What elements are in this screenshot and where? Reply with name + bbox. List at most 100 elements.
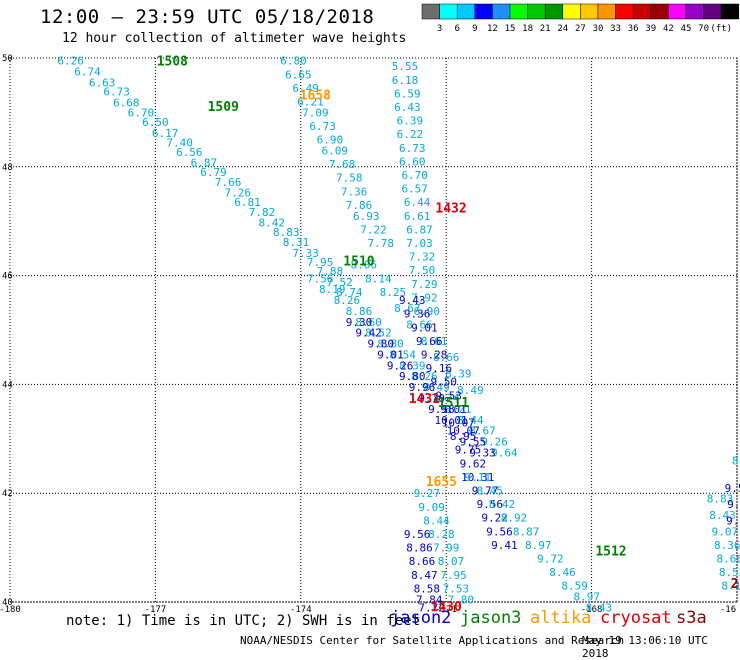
- wave-height-value: 6.39: [397, 115, 424, 128]
- wave-height-value: 9.43: [399, 294, 426, 307]
- scale-label: 39: [645, 24, 656, 34]
- wave-height-value: 9.58: [428, 403, 455, 416]
- wave-height-value: 9.56: [486, 525, 513, 538]
- wave-height-value: 8.45: [477, 484, 504, 497]
- footer-note: note: 1) Time is in UTC; 2) SWH is in fe…: [66, 613, 421, 629]
- wave-height-value: 6.87: [406, 223, 433, 236]
- wave-height-value: 9.28: [421, 348, 448, 361]
- scale-swatch: [685, 3, 704, 20]
- wave-height-value: 8.54: [389, 348, 416, 361]
- wave-height-value: 9.01: [440, 403, 467, 416]
- wave-height-value: 8.46: [549, 566, 576, 579]
- wave-height-value: 6.43: [394, 101, 421, 114]
- wave-height-value: 8.67: [469, 425, 496, 438]
- wave-height-value: 9.77: [472, 484, 499, 497]
- wave-height-value: 6.70: [401, 169, 428, 182]
- wave-height-value: 6.70: [128, 106, 155, 119]
- wave-height-value: 8.67: [394, 302, 421, 315]
- wave-height-value: 8.52: [365, 327, 392, 340]
- wave-height-value: 6.21: [297, 96, 324, 109]
- wave-height-value: 7.86: [346, 199, 373, 212]
- track-label: 1508: [157, 55, 188, 70]
- wave-height-value: 8.61: [421, 335, 448, 348]
- wave-height-value: 7.53: [443, 582, 470, 595]
- mission-jason2: jason2: [390, 608, 452, 628]
- wave-height-value: 9.41: [491, 539, 518, 552]
- wave-height-value: 6.44: [404, 196, 431, 209]
- wave-height-value: 8.25: [380, 286, 407, 299]
- wave-height-value: 7.95: [440, 569, 467, 582]
- wave-height-value: 8.83: [707, 493, 734, 506]
- mission-jason3: jason3: [460, 608, 522, 628]
- wave-height-value: 6.49: [292, 82, 319, 95]
- footer-timestamp: May 19 13:06:10 UTC 2018: [582, 634, 708, 660]
- scale-swatch: [421, 3, 440, 20]
- wave-height-value: 9.55: [460, 436, 487, 449]
- scale-label: 33: [610, 24, 621, 34]
- wave-height-value: 9.5: [725, 482, 740, 495]
- x-tick-label: -171: [435, 605, 457, 615]
- scale-label: 18: [522, 24, 533, 34]
- track-label: 1431: [409, 392, 440, 407]
- wave-height-value: 8.42: [258, 216, 285, 229]
- wave-height-value: 7.80: [447, 593, 474, 606]
- wave-height-value: 6.73: [309, 120, 336, 133]
- wave-height-value: 8.21: [445, 403, 472, 416]
- wave-height-value: 8.11: [721, 580, 740, 593]
- wave-height-value: 7.88: [317, 265, 344, 278]
- wave-height-value: 8.92: [501, 512, 528, 525]
- wave-height-value: 10.07: [447, 425, 480, 438]
- wave-height-value: 9.01: [411, 321, 438, 334]
- scale-swatch: [632, 3, 652, 20]
- wave-height-value: 6.90: [317, 134, 344, 147]
- wave-height-value: 8.59: [561, 580, 588, 593]
- wave-height-value: 7.52: [326, 276, 353, 289]
- wave-height-value: 9.42: [355, 327, 382, 340]
- wave-height-value: 9.3: [727, 498, 740, 511]
- wave-height-value: 7.22: [360, 223, 387, 236]
- wave-height-value: 8.83: [273, 226, 300, 239]
- scale-label: 9: [472, 24, 477, 34]
- scale-swatch: [527, 3, 546, 20]
- track-label: 1655: [426, 475, 457, 490]
- wave-height-value: 6.90: [414, 305, 441, 318]
- wave-height-value: 7.92: [411, 291, 438, 304]
- wave-height-value: 8.43: [586, 601, 613, 614]
- color-scale-legend: 3 6 9 12 15 18 21 24 27 30 33 36 39 42 45 70 (ft): [421, 3, 740, 34]
- x-tick-label: -177: [145, 605, 167, 615]
- y-tick-label: 42: [2, 489, 13, 499]
- wave-height-value: 8.87: [513, 525, 540, 538]
- scale-swatch: [597, 3, 616, 20]
- chart-title: 12:00 — 23:59 UTC 05/18/2018: [40, 6, 375, 28]
- wave-height-value: 9.64: [491, 446, 518, 459]
- scale-swatch: [474, 3, 493, 20]
- wave-height-value: 9.07: [712, 525, 739, 538]
- mission-s3a: s3a: [676, 608, 707, 628]
- wave-height-value: 8.95: [450, 430, 477, 443]
- wave-height-value: 8.86: [346, 305, 373, 318]
- wave-height-value: 7.29: [411, 278, 438, 291]
- mission-cryosat: cryosat: [600, 608, 672, 628]
- wave-height-value: 6.73: [399, 142, 426, 155]
- scale-label: 42: [663, 24, 674, 34]
- scale-label: 30: [593, 24, 604, 34]
- wave-height-value: 9.75: [455, 444, 482, 457]
- scale-swatch: [615, 3, 634, 20]
- wave-height-value: 7.09: [302, 106, 329, 119]
- scale-swatch: [703, 3, 722, 20]
- wave-height-value: 7.68: [329, 158, 356, 171]
- wave-height-value: 7.95: [307, 256, 334, 269]
- track-label: 1510: [343, 254, 374, 269]
- wave-height-value: 8.26: [411, 370, 438, 383]
- wave-height-value: 7.82: [249, 206, 276, 219]
- wave-height-value: 10.31: [461, 471, 494, 484]
- wave-height-value: 8.9: [732, 455, 740, 468]
- track-label: 1511: [438, 396, 469, 411]
- wave-height-value: 8.74: [336, 286, 363, 299]
- scale-swatch: [668, 3, 687, 20]
- scale-swatch: [492, 3, 511, 20]
- chart-subtitle: 12 hour collection of altimeter wave hei…: [62, 31, 407, 46]
- wave-height-value: 8.86: [406, 542, 433, 555]
